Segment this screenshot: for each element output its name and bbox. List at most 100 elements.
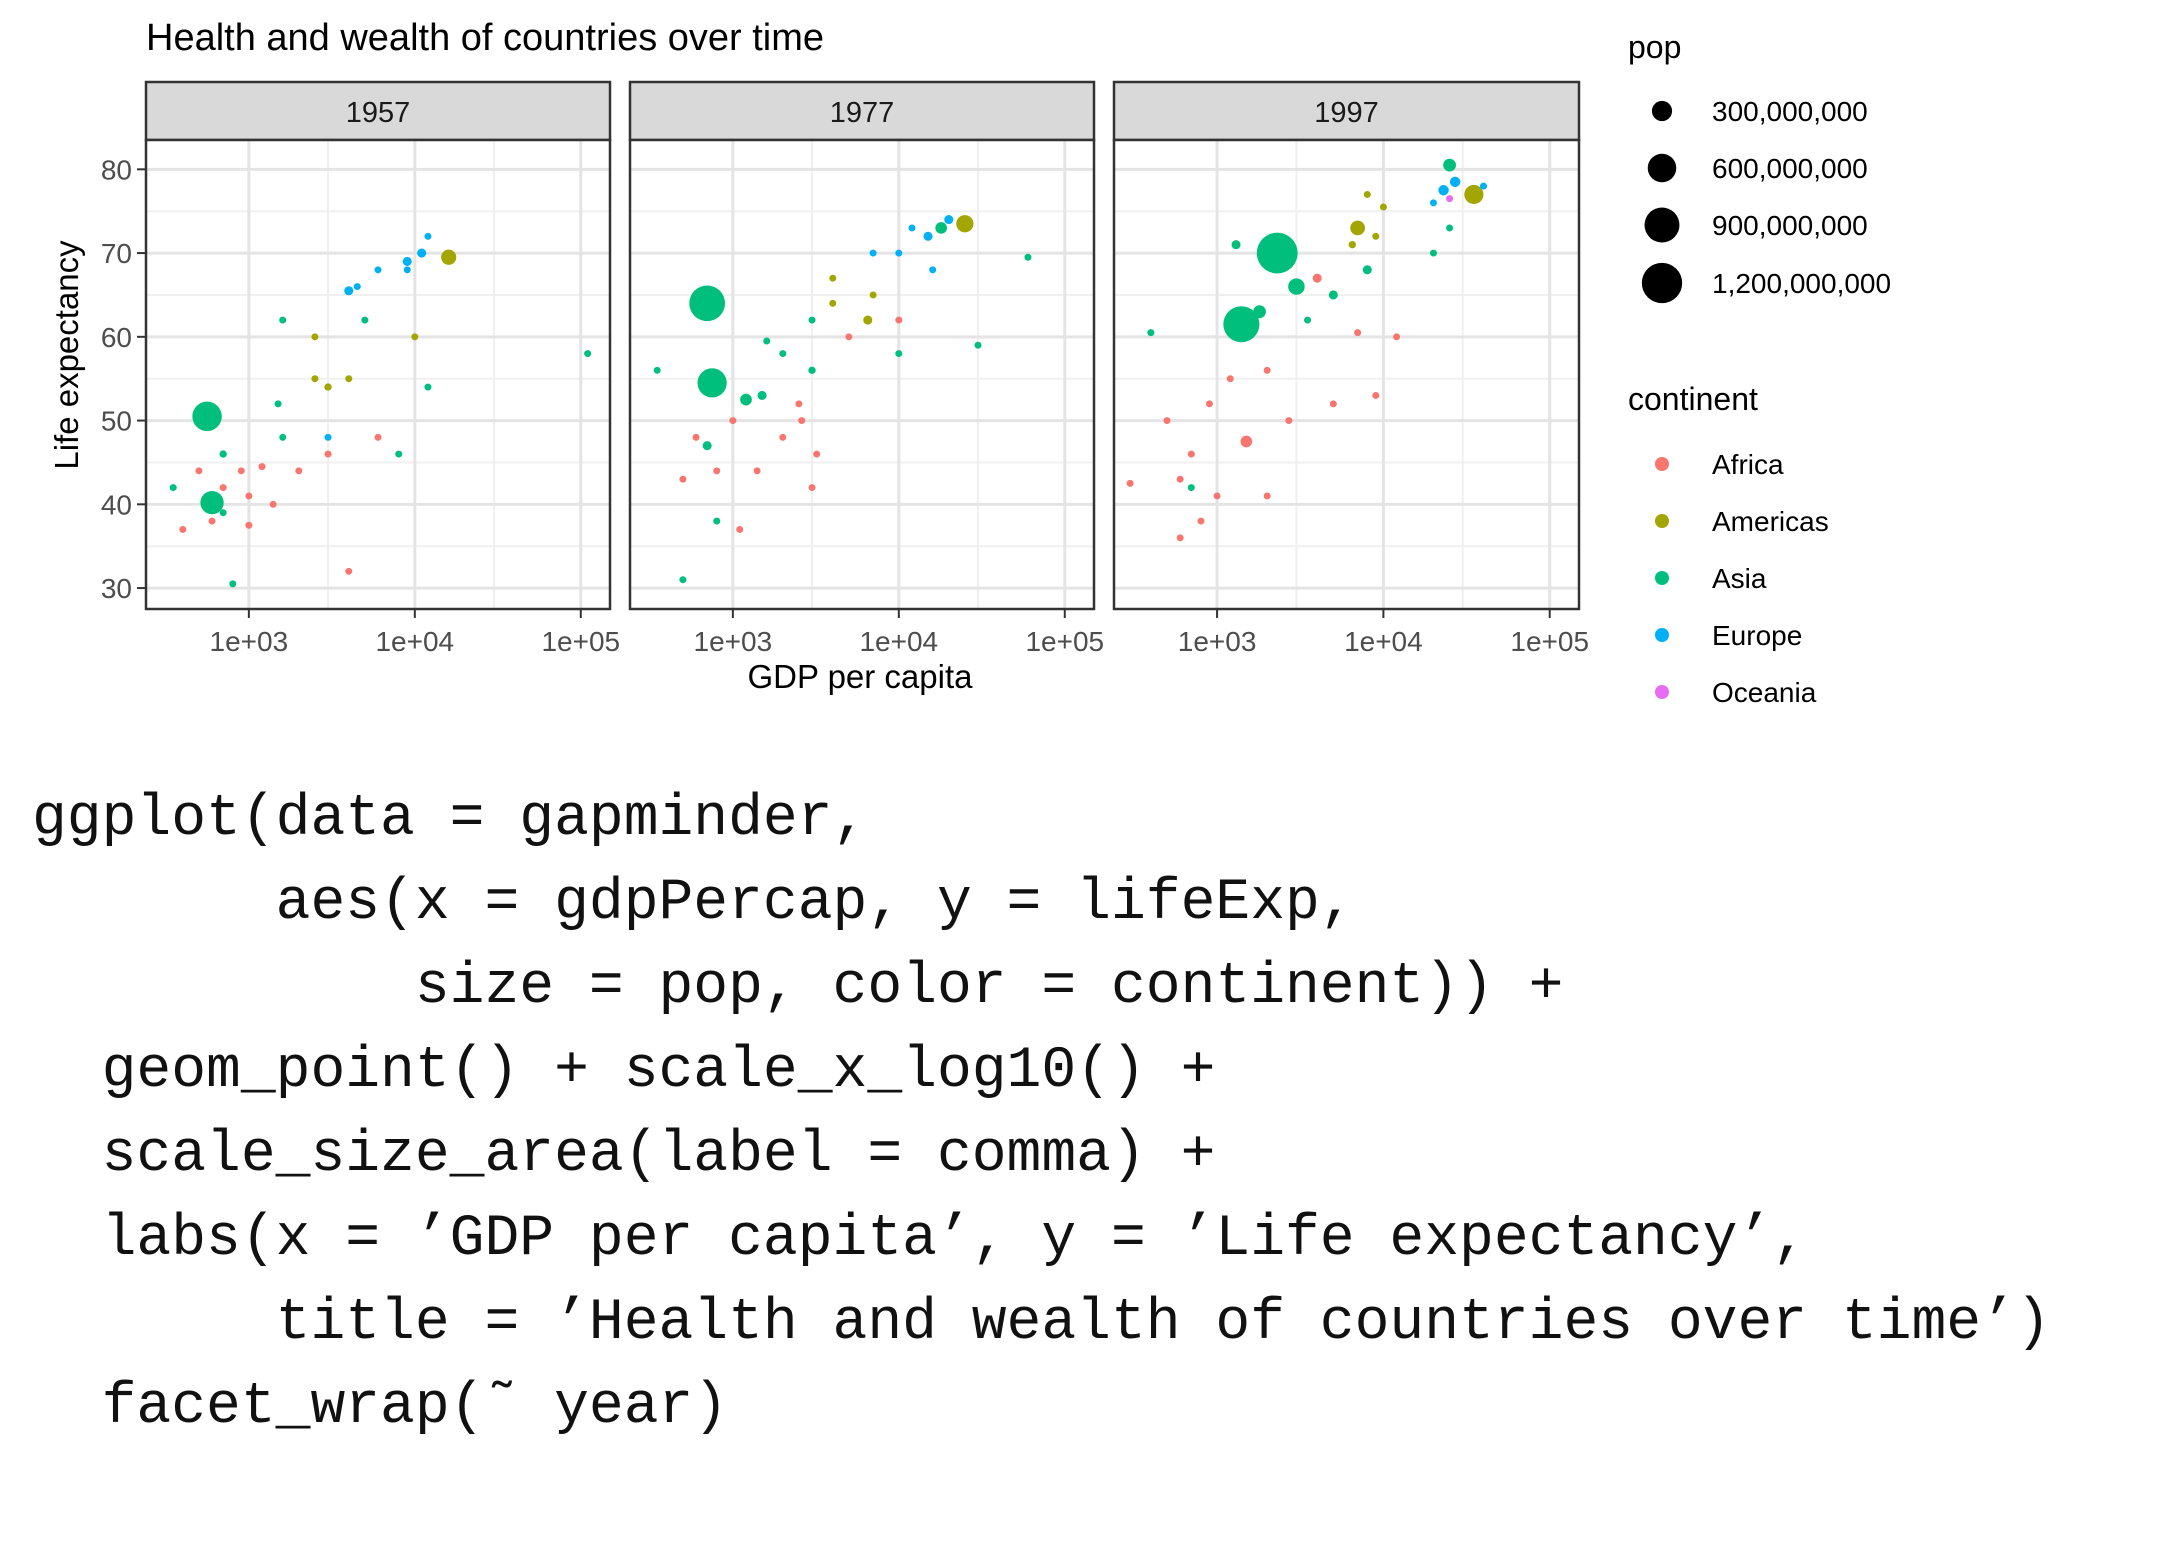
data-point [1163,417,1171,425]
data-point [829,299,837,307]
x-tick-label: 1e+03 [1178,626,1257,657]
data-point [1372,232,1380,240]
data-point [295,467,303,475]
data-point [1126,479,1134,487]
data-point [779,433,787,441]
data-point [653,366,661,374]
y-tick-label: 50 [101,406,132,437]
data-point [361,316,369,324]
data-point [689,285,726,322]
data-point [1226,375,1234,383]
facet-strip-label: 1977 [830,97,895,129]
data-point [245,521,253,529]
data-point [1480,182,1488,190]
color-legend-item-asia: Asia [1655,563,1767,594]
data-point [1263,492,1271,500]
data-point [417,248,427,258]
data-point [1253,305,1266,319]
color-legend-item-oceania: Oceania [1655,677,1817,708]
data-point [345,567,353,575]
data-point [1304,316,1312,324]
size-legend-key [1641,262,1683,304]
data-point [219,509,227,517]
color-legend-item-americas: Americas [1655,506,1829,537]
code-line: aes(x = gdpPercap, y = lifeExp, [32,871,1355,936]
data-point [219,484,227,492]
size-legend-item: 600,000,000 [1647,153,1868,184]
data-point [324,383,332,391]
data-point [1197,517,1205,525]
data-point [1438,185,1449,196]
data-point [929,266,937,274]
data-point [1213,492,1221,500]
code-line: labs(x = ’GDP per capita’, y = ’Life exp… [32,1207,1808,1272]
data-point [411,333,419,341]
data-point [219,450,227,458]
data-point [923,231,933,241]
data-point [1328,290,1338,300]
data-point [779,350,787,358]
x-tick-label: 1e+05 [1510,626,1589,657]
data-point [757,390,767,400]
data-point [974,341,982,349]
data-point [344,286,354,296]
data-point [1240,435,1253,448]
size-legend-label: 900,000,000 [1712,210,1868,241]
data-point [863,315,873,325]
size-legend-key [1651,100,1673,122]
data-point [324,450,332,458]
data-point [944,215,954,225]
data-point [729,417,737,425]
panel-border [1112,138,1581,611]
data-point [1363,190,1371,198]
data-point [1350,220,1366,236]
data-point [274,400,282,408]
color-legend-key [1655,571,1669,585]
x-tick-label: 1e+04 [859,626,938,657]
data-point [1288,278,1305,295]
facet-strip-label: 1997 [1314,97,1379,129]
y-tick-label: 40 [101,489,132,520]
x-tick-label: 1e+04 [375,626,454,657]
legend: pop 300,000,000 600,000,000 900,000,000 1,2… [1628,29,1891,708]
x-tick-label: 1e+03 [210,626,289,657]
data-point [1449,176,1461,188]
facet-panel-1997: 1997 1e+03 1e+04 1e+05 [1112,80,1589,657]
data-point [424,383,432,391]
data-point [697,368,727,398]
panel-background [1114,140,1579,609]
x-tick-label: 1e+04 [1344,626,1423,657]
data-point [169,484,177,492]
size-legend-key [1644,207,1680,243]
code-line: title = ’Health and wealth of countries … [32,1291,2051,1356]
data-point [1372,391,1380,399]
data-point [713,467,721,475]
code-line: scale_size_area(label = comma) + [32,1123,1216,1188]
code-line: ggplot(data = gapminder, [32,787,868,852]
data-point [1446,224,1454,232]
size-legend-label: 1,200,000,000 [1712,268,1891,299]
data-point [908,224,916,232]
data-point [869,291,877,299]
data-point [702,441,712,451]
data-point [1329,400,1337,408]
data-point [692,433,700,441]
data-point [1348,241,1356,249]
size-legend-item: 1,200,000,000 [1641,262,1891,304]
y-axis-label: Life expectancy [48,240,85,470]
data-point [679,576,687,584]
data-point [895,316,903,324]
panel-background [146,140,610,609]
data-point [895,249,903,257]
data-point [798,417,806,425]
data-point [1285,417,1293,425]
panel-border [628,138,1096,611]
color-legend-label: Africa [1712,449,1784,480]
data-point [1231,240,1241,250]
data-point [229,580,237,588]
color-legend-key [1655,628,1669,642]
code-line: size = pop, color = continent)) + [32,955,1564,1020]
data-point [403,266,411,274]
y-tick-label: 60 [101,322,132,353]
data-point [1256,232,1298,274]
